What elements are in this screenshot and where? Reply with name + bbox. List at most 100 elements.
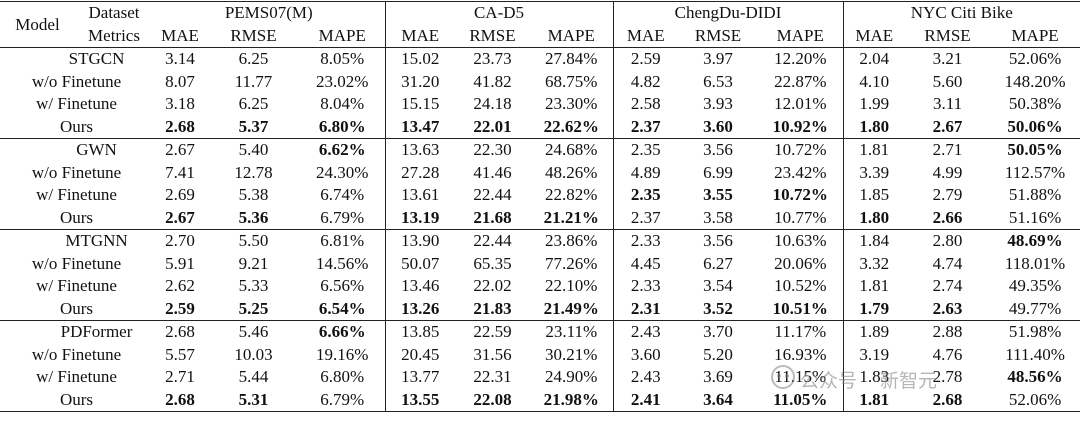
value-cell: 41.82 bbox=[473, 71, 512, 91]
value-cell: 3.11 bbox=[932, 94, 963, 114]
value-cell: 11.15% bbox=[758, 366, 844, 389]
value-cell: 22.31 bbox=[473, 367, 512, 387]
value-cell: 4.76 bbox=[932, 344, 963, 364]
metric-header: MAPE bbox=[530, 24, 614, 48]
value-cell: 3.52 bbox=[703, 298, 733, 318]
value-cell: 10.51% bbox=[758, 297, 844, 321]
header-row: Model Dataset PEMS07(M) CA-D5 ChengDu-DIDI NY… bbox=[0, 1, 1080, 48]
data-row: STGCN 3.14 6.25 8.05% 15.02 23.73 27.84% 2.59 3.… bbox=[0, 47, 1080, 71]
value-cell: 16.93% bbox=[758, 343, 844, 366]
value-cell: 2.67 bbox=[932, 116, 963, 136]
value-cell: 1.99 bbox=[859, 94, 890, 114]
value-cell: 13.19 bbox=[401, 207, 440, 227]
value-cell: 4.82 bbox=[630, 71, 661, 91]
value-cell: 50.07 bbox=[401, 253, 440, 273]
value-cell: 12.20% bbox=[758, 47, 844, 71]
value-cell: 148.20% bbox=[1004, 71, 1066, 91]
value-cell: 51.88% bbox=[1008, 185, 1062, 205]
value-cell: 21.98% bbox=[530, 388, 614, 412]
value-cell: 3.64 bbox=[678, 388, 759, 412]
value-cell: 50.38% bbox=[1008, 94, 1062, 114]
row-label: w/o Finetune bbox=[31, 253, 122, 273]
value-cell: 13.63 bbox=[385, 138, 455, 162]
watermark-icon bbox=[771, 365, 795, 389]
header-cell: Metrics bbox=[75, 24, 153, 48]
value-cell: 49.77% bbox=[1008, 298, 1062, 318]
value-cell: 22.10% bbox=[530, 275, 614, 298]
value-cell: 15.15 bbox=[401, 94, 440, 114]
row-label: Ours bbox=[59, 207, 94, 227]
data-row: w/o Finetune 8.07 11.77 23.02% 31.20 41.82 68.… bbox=[0, 70, 1080, 93]
value-cell: 5.57 bbox=[165, 344, 195, 364]
value-cell: 48.26% bbox=[530, 161, 614, 184]
value-cell: 1.83 bbox=[859, 367, 890, 387]
value-cell: 3.18 bbox=[165, 94, 195, 114]
value-cell: 6.79% bbox=[300, 206, 386, 230]
value-cell: 13.26 bbox=[401, 298, 440, 318]
model-name: GWN bbox=[0, 138, 153, 162]
row-label: Ours bbox=[0, 388, 153, 412]
row-label: w/ Finetune bbox=[36, 94, 117, 114]
value-cell: 7.41 bbox=[165, 162, 195, 182]
value-cell: 4.74 bbox=[932, 253, 963, 273]
value-cell: 48.69% bbox=[990, 229, 1080, 253]
value-cell: 10.52% bbox=[758, 275, 844, 298]
model-name: STGCN bbox=[0, 47, 153, 71]
value-cell: 2.71 bbox=[165, 367, 195, 387]
value-cell: 5.31 bbox=[207, 388, 300, 412]
value-cell: 22.59 bbox=[455, 320, 530, 344]
value-cell: 6.27 bbox=[703, 253, 733, 273]
value-cell: 23.73 bbox=[455, 47, 530, 71]
value-cell: 2.37 bbox=[630, 207, 661, 227]
value-cell: 24.90% bbox=[530, 366, 614, 389]
value-cell: 20.45 bbox=[401, 344, 440, 364]
value-cell: 8.07 bbox=[165, 71, 195, 91]
value-cell: 4.99 bbox=[932, 162, 963, 182]
value-cell: 2.74 bbox=[932, 276, 963, 296]
value-cell: 24.68% bbox=[530, 138, 614, 162]
value-cell: 8.05% bbox=[300, 47, 386, 71]
value-cell: 21.83 bbox=[473, 298, 512, 318]
value-cell: 22.08 bbox=[455, 388, 530, 412]
results-table: Model Dataset PEMS07(M) CA-D5 ChengDu-DIDI NY… bbox=[0, 1, 1080, 412]
row-label: Ours bbox=[59, 298, 94, 318]
value-cell: 1.85 bbox=[859, 185, 890, 205]
value-cell: 23.30% bbox=[530, 93, 614, 116]
row-label: w/o Finetune bbox=[31, 162, 122, 182]
header-row: Metrics MAE RMSE MAPE MAE RMSE MAPE MAE RMSE MAPE… bbox=[0, 24, 1080, 48]
value-cell: 3.54 bbox=[703, 276, 733, 296]
value-cell: 51.16% bbox=[1008, 207, 1062, 227]
value-cell: 52.06% bbox=[990, 388, 1080, 412]
value-cell: 11.05% bbox=[758, 388, 844, 412]
data-row: w/o Finetune 5.57 10.03 19.16% 20.45 31.56 30.… bbox=[0, 343, 1080, 366]
metric-header: MAE bbox=[843, 24, 906, 48]
value-cell: 13.46 bbox=[401, 276, 440, 296]
dataset-header: PEMS07(M) bbox=[153, 1, 386, 25]
value-cell: 50.06% bbox=[1007, 116, 1063, 136]
row-label: Ours bbox=[59, 116, 94, 136]
value-cell: 2.35 bbox=[613, 138, 679, 162]
dataset-header: NYC Citi Bike bbox=[843, 1, 1080, 25]
value-cell: 2.68 bbox=[165, 116, 195, 136]
row-label: w/o Finetune bbox=[31, 344, 122, 364]
value-cell: 8.04% bbox=[300, 93, 386, 116]
value-cell: 111.40% bbox=[1005, 344, 1065, 364]
value-cell: 3.55 bbox=[703, 185, 733, 205]
value-cell: 6.99 bbox=[703, 162, 733, 182]
value-cell: 21.68 bbox=[473, 207, 512, 227]
value-cell: 51.98% bbox=[990, 320, 1080, 344]
value-cell: 6.74% bbox=[300, 184, 386, 207]
row-label: w/ Finetune bbox=[36, 367, 117, 387]
value-cell: 3.56 bbox=[678, 138, 759, 162]
value-cell: 23.11% bbox=[530, 320, 614, 344]
metric-header: MAPE bbox=[758, 24, 844, 48]
value-cell: 3.39 bbox=[859, 162, 890, 182]
value-cell: 27.28 bbox=[401, 162, 440, 182]
value-cell: 13.77 bbox=[401, 367, 440, 387]
row-label: w/o Finetune bbox=[31, 71, 122, 91]
value-cell: 2.80 bbox=[905, 229, 991, 253]
value-cell: 65.35 bbox=[473, 253, 512, 273]
metric-header: MAE bbox=[613, 24, 679, 48]
value-cell: 3.32 bbox=[859, 253, 890, 273]
value-cell: 10.92% bbox=[758, 115, 844, 139]
